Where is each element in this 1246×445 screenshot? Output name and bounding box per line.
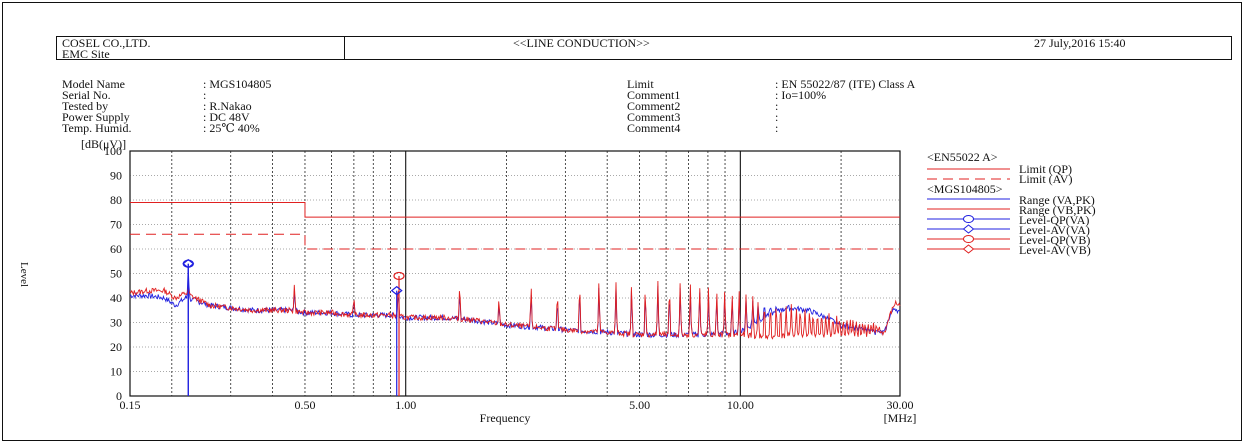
legend-label-limit-av: Limit (AV): [1019, 173, 1072, 185]
legend-circle-marker: [964, 236, 974, 243]
legend-diamond-marker: [964, 225, 974, 233]
legend-group-title-limit: <EN55022 A>: [927, 151, 998, 163]
legend-diamond-marker: [964, 245, 974, 253]
legend-label-level-av-vb: Level-AV(VB): [1019, 244, 1091, 256]
legend-group-title-model: <MGS104805>: [927, 183, 1003, 195]
legend-circle-marker: [964, 216, 974, 223]
